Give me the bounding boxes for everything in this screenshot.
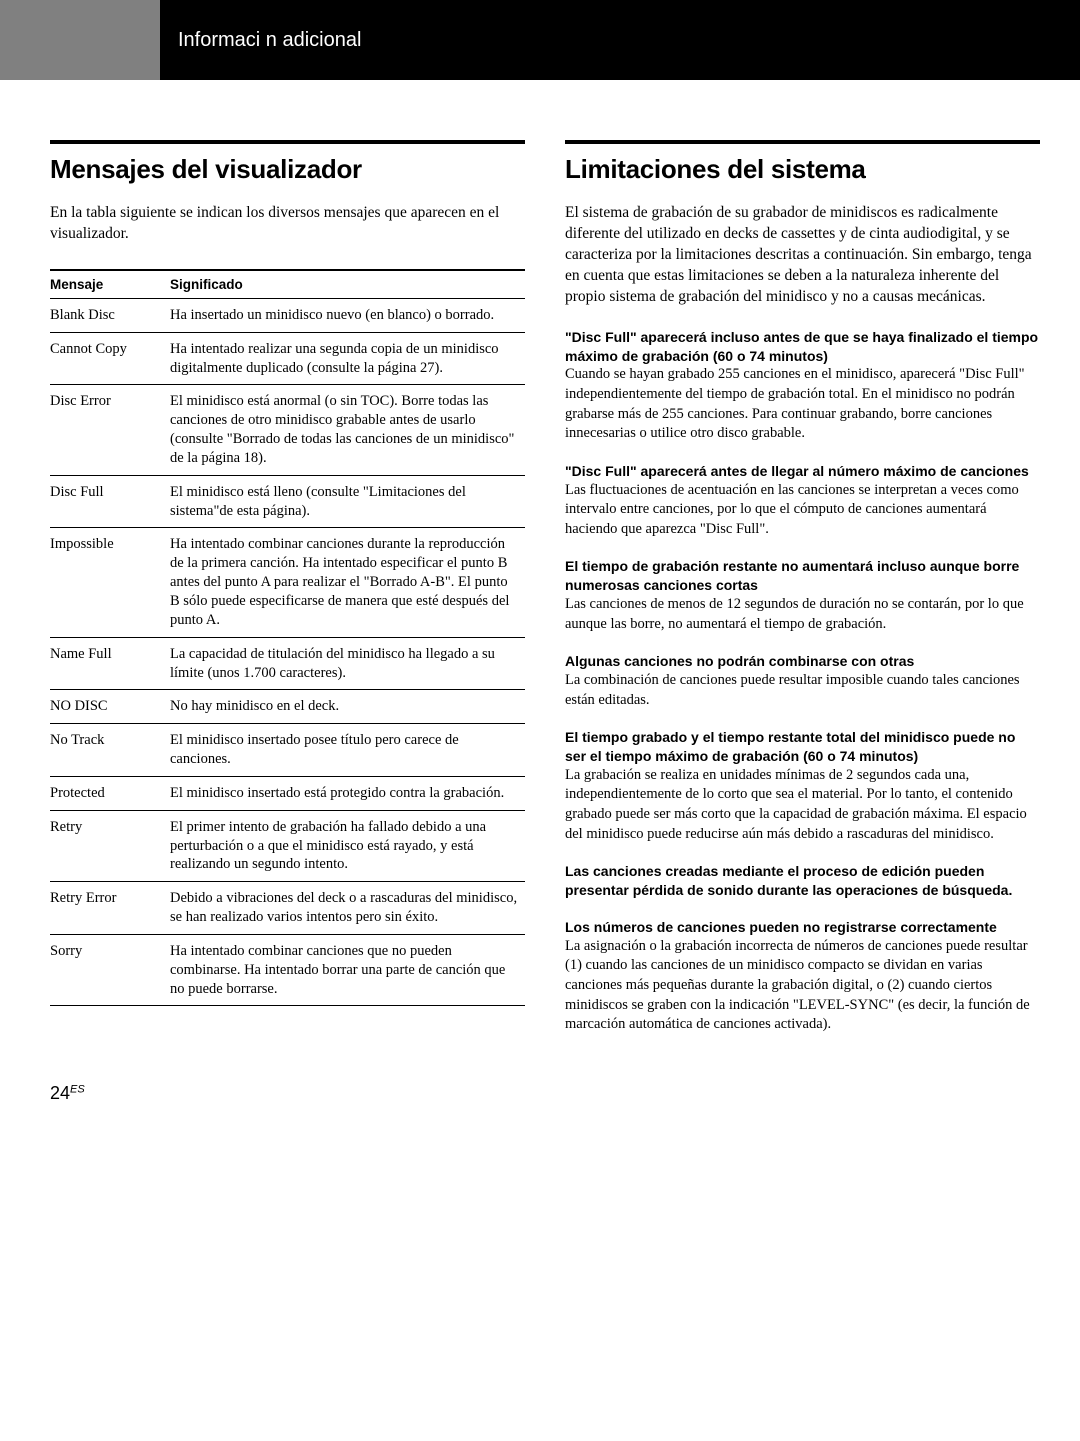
message-meaning: Ha intentado combinar canciones que no p…	[170, 934, 525, 1006]
left-column: Mensajes del visualizador En la tabla si…	[50, 140, 525, 1053]
message-name: Sorry	[50, 934, 170, 1006]
message-meaning: El minidisco está anormal (o sin TOC). B…	[170, 385, 525, 475]
page-footer: 24ES	[0, 1083, 1080, 1124]
message-meaning: El minidisco está lleno (consulte "Limit…	[170, 475, 525, 528]
limitation-heading: Los números de canciones pueden no regis…	[565, 918, 1040, 937]
table-row: Disc ErrorEl minidisco está anormal (o s…	[50, 385, 525, 475]
table-row: Blank DiscHa insertado un minidisco nuev…	[50, 298, 525, 332]
message-name: Name Full	[50, 637, 170, 690]
message-name: Cannot Copy	[50, 332, 170, 385]
message-name: Retry Error	[50, 882, 170, 935]
content-area: Mensajes del visualizador En la tabla si…	[0, 80, 1080, 1083]
limitation-block: "Disc Full" aparecerá incluso antes de q…	[565, 328, 1040, 444]
right-intro: El sistema de grabación de su grabador d…	[565, 203, 1040, 308]
table-row: Disc FullEl minidisco está lleno (consul…	[50, 475, 525, 528]
limitation-heading: "Disc Full" aparecerá incluso antes de q…	[565, 328, 1040, 366]
limitation-body: Cuando se hayan grabado 255 canciones en…	[565, 365, 1040, 443]
limitation-heading: Las canciones creadas mediante el proces…	[565, 862, 1040, 900]
message-name: No Track	[50, 724, 170, 777]
limitation-block: Algunas canciones no podrán combinarse c…	[565, 652, 1040, 710]
message-meaning: Debido a vibraciones del deck o a rascad…	[170, 882, 525, 935]
message-name: Blank Disc	[50, 298, 170, 332]
th-meaning: Significado	[170, 270, 525, 299]
header-gray-block	[0, 0, 160, 80]
table-row: SorryHa intentado combinar canciones que…	[50, 934, 525, 1006]
message-name: NO DISC	[50, 690, 170, 724]
limitation-heading: El tiempo grabado y el tiempo restante t…	[565, 728, 1040, 766]
table-row: Retry ErrorDebido a vibraciones del deck…	[50, 882, 525, 935]
header-black-bar: Informaci n adicional	[160, 0, 1080, 80]
right-column: Limitaciones del sistema El sistema de g…	[565, 140, 1040, 1053]
message-name: Retry	[50, 810, 170, 882]
message-name: Disc Error	[50, 385, 170, 475]
page-number: 24	[50, 1083, 70, 1103]
limitation-heading: El tiempo de grabación restante no aumen…	[565, 557, 1040, 595]
table-row: Cannot CopyHa intentado realizar una seg…	[50, 332, 525, 385]
page-suffix: ES	[70, 1083, 85, 1095]
header-title: Informaci n adicional	[178, 29, 361, 52]
section-rule	[565, 140, 1040, 144]
table-row: No TrackEl minidisco insertado posee tít…	[50, 724, 525, 777]
table-row: ImpossibleHa intentado combinar cancione…	[50, 528, 525, 637]
limitation-body: La grabación se realiza en unidades míni…	[565, 766, 1040, 844]
message-meaning: El minidisco insertado está protegido co…	[170, 776, 525, 810]
limitation-block: El tiempo grabado y el tiempo restante t…	[565, 728, 1040, 844]
right-heading: Limitaciones del sistema	[565, 154, 1040, 185]
message-name: Protected	[50, 776, 170, 810]
limitation-block: El tiempo de grabación restante no aumen…	[565, 557, 1040, 634]
message-name: Disc Full	[50, 475, 170, 528]
limitation-block: "Disc Full" aparecerá antes de llegar al…	[565, 462, 1040, 540]
th-message: Mensaje	[50, 270, 170, 299]
limitation-body: La combinación de canciones puede result…	[565, 671, 1040, 710]
limitation-body: Las fluctuaciones de acentuación en las …	[565, 481, 1040, 540]
table-row: ProtectedEl minidisco insertado está pro…	[50, 776, 525, 810]
limitation-body: Las canciones de menos de 12 segundos de…	[565, 595, 1040, 634]
limitation-heading: Algunas canciones no podrán combinarse c…	[565, 652, 1040, 671]
page-header: Informaci n adicional	[0, 0, 1080, 80]
table-header-row: Mensaje Significado	[50, 270, 525, 299]
table-row: RetryEl primer intento de grabación ha f…	[50, 810, 525, 882]
table-row: NO DISCNo hay minidisco en el deck.	[50, 690, 525, 724]
message-name: Impossible	[50, 528, 170, 637]
limitation-heading: "Disc Full" aparecerá antes de llegar al…	[565, 462, 1040, 481]
left-intro: En la tabla siguiente se indican los div…	[50, 203, 525, 245]
limitation-body: La asignación o la grabación incorrecta …	[565, 937, 1040, 1035]
message-meaning: La capacidad de titulación del minidisco…	[170, 637, 525, 690]
limitation-block: Los números de canciones pueden no regis…	[565, 918, 1040, 1035]
message-meaning: Ha insertado un minidisco nuevo (en blan…	[170, 298, 525, 332]
message-meaning: El primer intento de grabación ha fallad…	[170, 810, 525, 882]
message-meaning: Ha intentado combinar canciones durante …	[170, 528, 525, 637]
section-rule	[50, 140, 525, 144]
left-heading: Mensajes del visualizador	[50, 154, 525, 185]
limitation-block: Las canciones creadas mediante el proces…	[565, 862, 1040, 900]
message-meaning: El minidisco insertado posee título pero…	[170, 724, 525, 777]
message-meaning: Ha intentado realizar una segunda copia …	[170, 332, 525, 385]
message-meaning: No hay minidisco en el deck.	[170, 690, 525, 724]
messages-table: Mensaje Significado Blank DiscHa inserta…	[50, 269, 525, 1007]
table-row: Name FullLa capacidad de titulación del …	[50, 637, 525, 690]
